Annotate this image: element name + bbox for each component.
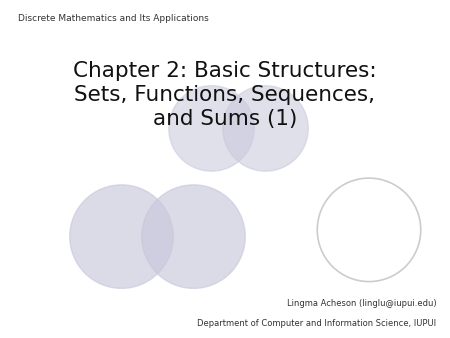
Text: Chapter 2: Basic Structures:
Sets, Functions, Sequences,
and Sums (1): Chapter 2: Basic Structures: Sets, Funct… — [73, 61, 377, 129]
Text: Discrete Mathematics and Its Applications: Discrete Mathematics and Its Application… — [18, 14, 209, 23]
Ellipse shape — [223, 86, 308, 171]
Ellipse shape — [142, 185, 245, 288]
Text: Lingma Acheson (linglu@iupui.edu): Lingma Acheson (linglu@iupui.edu) — [287, 299, 436, 308]
Ellipse shape — [70, 185, 173, 288]
Text: Department of Computer and Information Science, IUPUI: Department of Computer and Information S… — [198, 319, 436, 329]
Ellipse shape — [169, 86, 254, 171]
